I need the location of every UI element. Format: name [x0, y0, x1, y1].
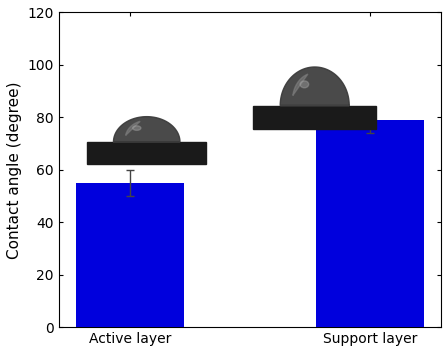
Bar: [87, 142, 206, 164]
Polygon shape: [280, 67, 349, 106]
Bar: [316, 120, 424, 327]
Polygon shape: [293, 74, 308, 96]
Bar: [253, 106, 376, 129]
Ellipse shape: [300, 81, 309, 88]
Polygon shape: [125, 121, 140, 136]
Polygon shape: [113, 116, 180, 142]
Bar: [76, 183, 184, 327]
Y-axis label: Contact angle (degree): Contact angle (degree): [7, 81, 22, 258]
Ellipse shape: [133, 126, 141, 130]
